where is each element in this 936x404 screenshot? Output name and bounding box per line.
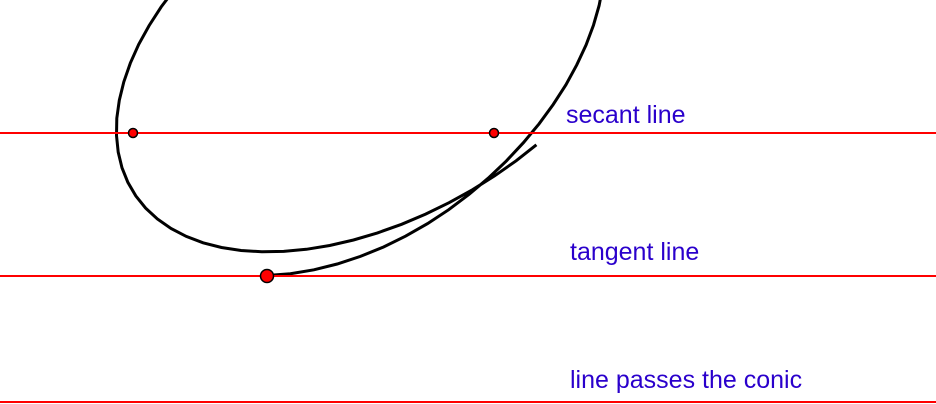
tangent-point	[259, 268, 275, 284]
secant-right-intersection-point	[488, 127, 500, 139]
secant-left-intersection-point	[127, 127, 139, 139]
secant-line-label: secant line	[566, 101, 686, 129]
tangent-line-label: tangent line	[570, 238, 699, 266]
passing-line-label: line passes the conic	[570, 366, 802, 394]
conic-ellipse	[114, 0, 602, 277]
